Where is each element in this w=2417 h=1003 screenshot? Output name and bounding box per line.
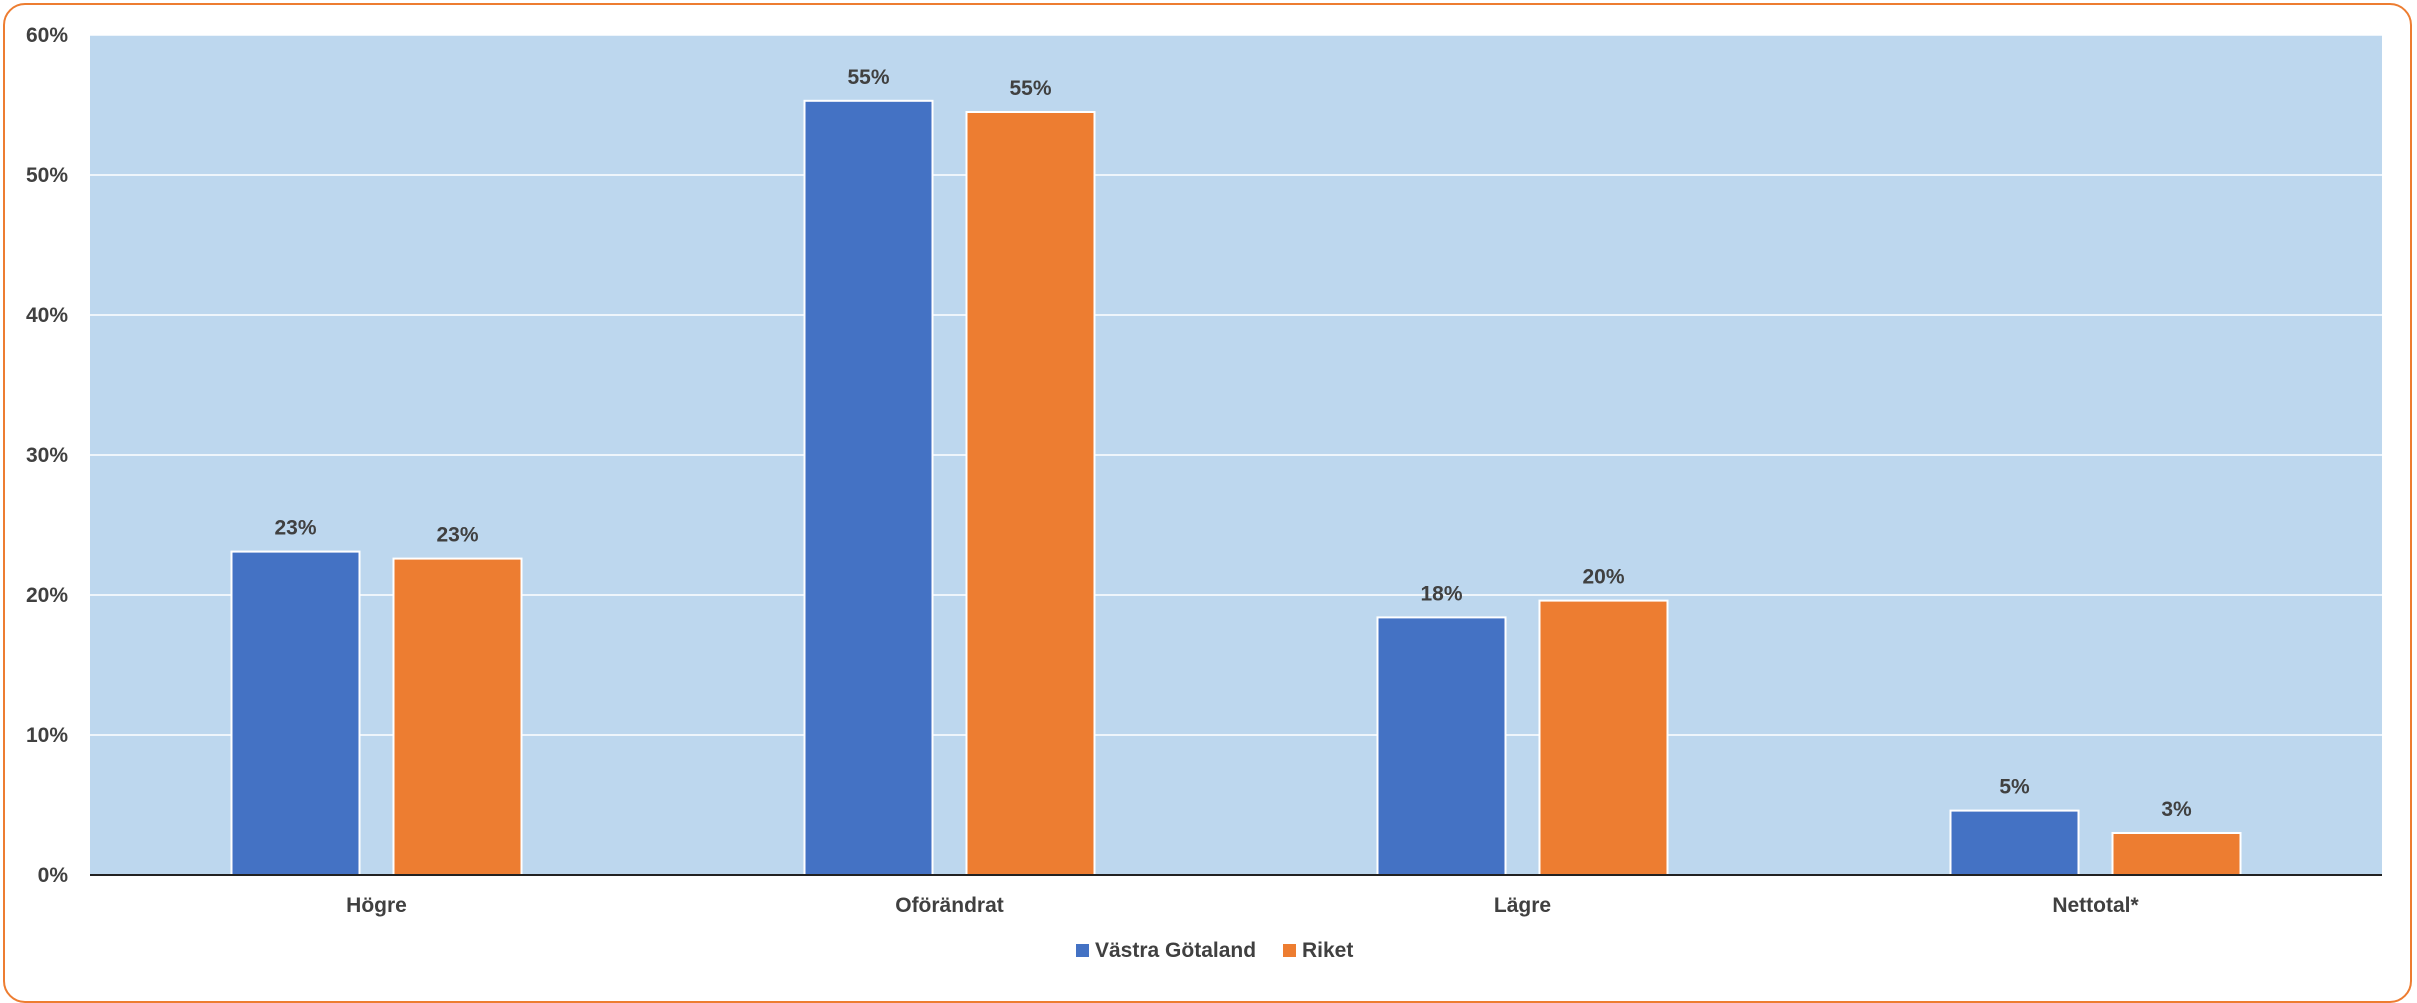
data-label: 3% (2161, 798, 2192, 821)
data-label: 18% (1420, 582, 1462, 605)
data-label: 20% (1582, 566, 1624, 589)
y-tick-label: 50% (26, 164, 68, 187)
y-tick-label: 20% (26, 584, 68, 607)
x-tick-label: Lägre (1494, 894, 1551, 917)
bar (965, 111, 1096, 876)
data-label: 23% (436, 524, 478, 547)
bar (230, 550, 361, 876)
legend-swatch (1283, 944, 1296, 957)
y-tick-label: 10% (26, 724, 68, 747)
legend-label: Riket (1302, 939, 1353, 962)
bar (392, 557, 523, 876)
bar (1949, 809, 2080, 876)
y-tick-label: 60% (26, 24, 68, 47)
data-labels: 23% 23% 55% 55% 18% 20% 5% 3% (274, 66, 2192, 821)
bar (1376, 616, 1507, 877)
bar (1538, 599, 1669, 876)
y-axis-ticks: 0% 10% 20% 30% 40% 50% 60% (26, 24, 68, 887)
y-tick-label: 30% (26, 444, 68, 467)
legend: Västra Götaland Riket (1076, 939, 1353, 962)
data-label: 55% (1009, 77, 1051, 100)
data-label: 55% (847, 66, 889, 89)
x-tick-label: Nettotal* (2052, 894, 2139, 917)
y-tick-label: 0% (38, 864, 69, 887)
bar (803, 99, 934, 877)
y-tick-label: 40% (26, 304, 68, 327)
x-tick-label: Oförändrat (895, 894, 1004, 917)
x-axis-ticks: Högre Oförändrat Lägre Nettotal* (346, 894, 2139, 917)
bar (2111, 832, 2242, 876)
data-label: 5% (1999, 776, 2030, 799)
x-tick-label: Högre (346, 894, 407, 917)
bar-series (230, 99, 2242, 877)
legend-swatch (1076, 944, 1089, 957)
data-label: 23% (274, 517, 316, 540)
legend-label: Västra Götaland (1095, 939, 1256, 962)
